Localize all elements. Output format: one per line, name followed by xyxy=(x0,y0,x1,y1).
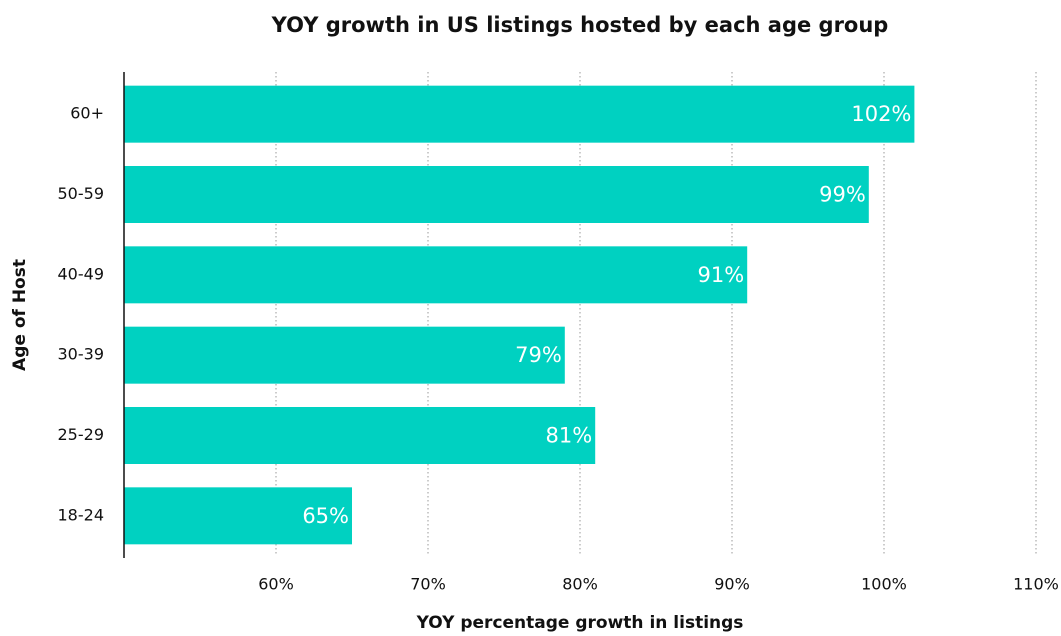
bar xyxy=(124,326,565,384)
y-tick-label: 50-59 xyxy=(58,184,105,203)
value-label: 99% xyxy=(819,183,866,207)
value-label: 81% xyxy=(546,424,593,448)
y-tick-label: 40-49 xyxy=(58,264,105,283)
y-tick-label: 25-29 xyxy=(58,425,105,444)
bar xyxy=(124,487,352,545)
y-axis-title: Age of Host xyxy=(10,259,30,371)
x-tick-label: 60% xyxy=(258,575,294,594)
chart-title: YOY growth in US listings hosted by each… xyxy=(271,13,889,37)
value-label: 102% xyxy=(851,102,911,126)
value-label: 65% xyxy=(302,504,349,528)
y-tick-label: 60+ xyxy=(70,104,104,123)
y-tick-label: 18-24 xyxy=(58,505,105,524)
value-label: 79% xyxy=(515,343,562,367)
y-tick-label: 30-39 xyxy=(58,345,105,364)
bar xyxy=(124,166,869,223)
value-label: 91% xyxy=(698,263,745,287)
bar xyxy=(124,85,915,143)
x-tick-label: 70% xyxy=(410,575,446,594)
x-tick-label: 80% xyxy=(562,575,598,594)
x-axis-title: YOY percentage growth in listings xyxy=(416,613,744,633)
x-tick-label: 90% xyxy=(714,575,750,594)
bar xyxy=(124,246,748,304)
x-tick-label: 100% xyxy=(861,575,907,594)
bar xyxy=(124,407,596,464)
x-tick-label: 110% xyxy=(1013,575,1059,594)
